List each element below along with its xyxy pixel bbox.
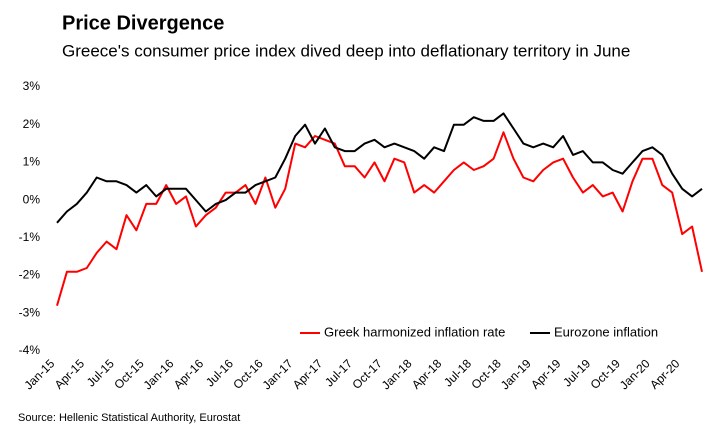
y-tick-label: -3%: [19, 305, 41, 319]
x-tick-label: Oct-15: [111, 356, 147, 392]
x-tick-label: Jul-16: [203, 356, 236, 389]
y-tick-label: 1%: [23, 155, 41, 169]
x-tick-label: Jan-18: [379, 356, 415, 392]
series-line: [56, 131, 703, 306]
x-tick-label: Jan-20: [617, 356, 653, 392]
x-tick-label: Jul-17: [322, 356, 355, 389]
series-line: [56, 112, 703, 224]
x-tick-label: Jul-18: [441, 356, 474, 389]
x-tick-label: Jan-16: [141, 356, 177, 392]
x-tick-label: Oct-19: [588, 356, 624, 392]
x-tick-label: Apr-15: [52, 356, 88, 392]
x-tick-label: Jul-15: [84, 356, 117, 389]
chart-subtitle: Greece's consumer price index dived deep…: [62, 41, 630, 60]
x-tick-label: Jul-19: [560, 356, 593, 389]
y-tick-label: 3%: [23, 79, 41, 93]
source-note: Source: Hellenic Statistical Authority, …: [18, 412, 240, 424]
legend-label: Eurozone inflation: [554, 324, 658, 339]
x-tick-label: Jan-19: [498, 356, 534, 392]
x-tick-label: Apr-16: [171, 356, 207, 392]
y-tick-label: 2%: [23, 117, 41, 131]
legend-label: Greek harmonized inflation rate: [324, 324, 505, 339]
x-tick-label: Apr-19: [528, 356, 564, 392]
y-tick-label: 0%: [23, 192, 41, 206]
x-tick-label: Oct-18: [469, 356, 505, 392]
y-tick-label: -1%: [19, 230, 41, 244]
x-tick-label: Oct-16: [230, 356, 266, 392]
x-tick-label: Apr-20: [647, 356, 683, 392]
x-tick-label: Jan-17: [260, 356, 296, 392]
y-tick-label: -4%: [19, 343, 41, 357]
y-tick-label: -2%: [19, 268, 41, 282]
x-tick-label: Apr-18: [409, 356, 445, 392]
x-tick-label: Oct-17: [349, 356, 385, 392]
x-tick-label: Jan-15: [22, 356, 58, 392]
x-tick-label: Apr-17: [290, 356, 326, 392]
chart-title: Price Divergence: [62, 12, 224, 34]
